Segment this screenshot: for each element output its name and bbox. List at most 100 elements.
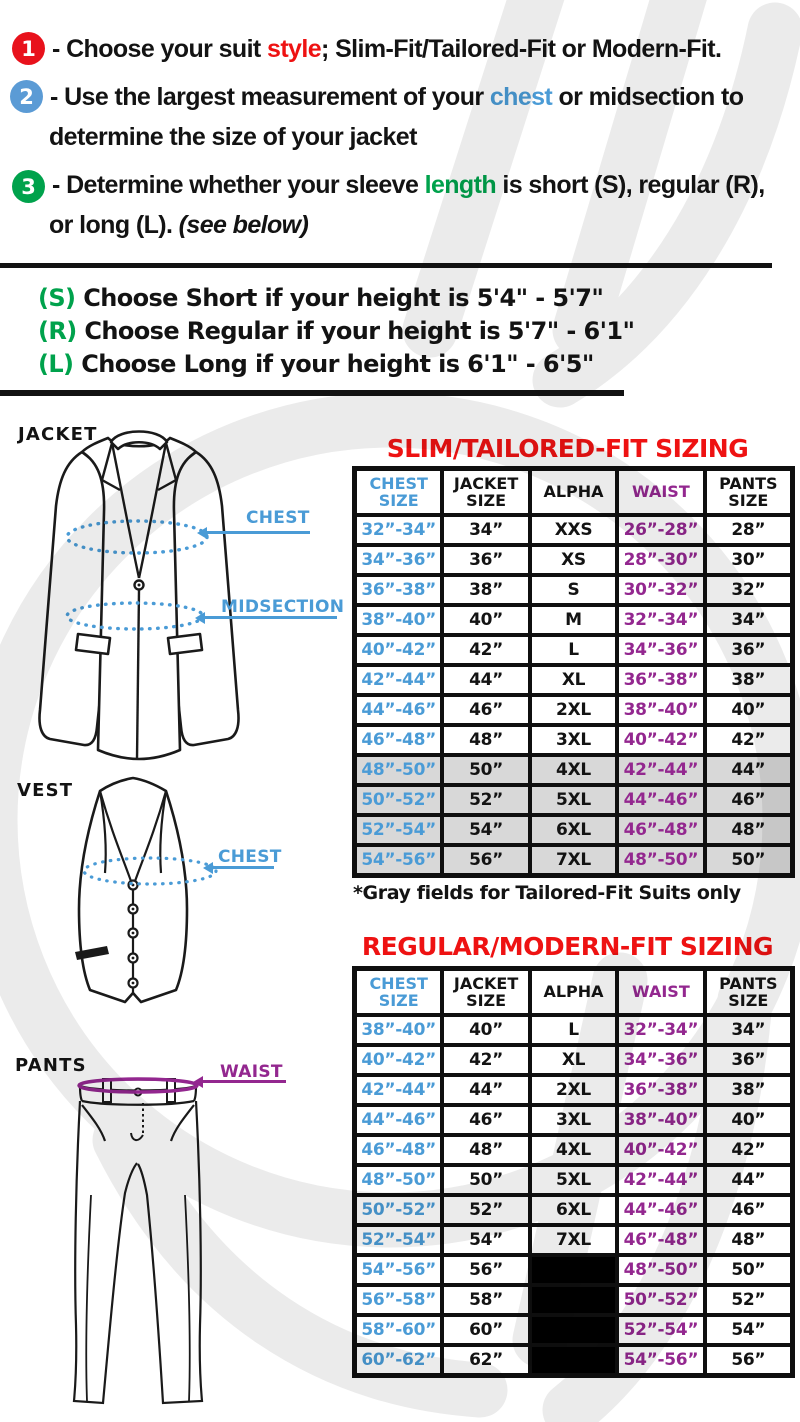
jacket-midsection-label: MIDSECTION bbox=[221, 597, 345, 617]
table-cell: 46” bbox=[706, 1197, 790, 1223]
slim-tailored-fit-title: SLIM/TAILORED-FIT SIZING bbox=[386, 434, 749, 463]
jacket-illustration bbox=[38, 430, 240, 761]
table-cell: 46”-48” bbox=[357, 1137, 441, 1163]
text-run: - Choose your suit bbox=[52, 35, 268, 63]
table-cell: 46” bbox=[706, 787, 790, 813]
table-cell: 60”-62” bbox=[357, 1347, 441, 1373]
table-cell: 48”-50” bbox=[357, 757, 441, 783]
column-header: JACKET SIZE bbox=[444, 471, 528, 513]
column-header: CHEST SIZE bbox=[357, 471, 441, 513]
regular-modern-fit-title: REGULAR/MODERN-FIT SIZING bbox=[361, 932, 774, 961]
table-cell: 38”-40” bbox=[357, 1017, 441, 1043]
table-cell: 48” bbox=[706, 1227, 790, 1253]
table-cell: 54”-56” bbox=[357, 847, 441, 873]
table-cell: 42” bbox=[444, 1047, 528, 1073]
blacked-out-cell bbox=[531, 1287, 616, 1313]
table-cell: XXS bbox=[531, 517, 616, 543]
column-header: CHEST SIZE bbox=[357, 971, 441, 1013]
table-cell: 34” bbox=[444, 517, 528, 543]
table-cell: 42”-44” bbox=[357, 1077, 441, 1103]
chest-arrow-left-icon bbox=[197, 526, 310, 539]
step-2-badge: 2 bbox=[10, 80, 43, 113]
table-cell: 2XL bbox=[531, 697, 616, 723]
table-cell: 34” bbox=[706, 1017, 790, 1043]
highlight-green: length bbox=[424, 171, 497, 199]
table-cell: 6XL bbox=[531, 817, 616, 843]
table-cell: 62” bbox=[444, 1347, 528, 1373]
table-cell: 48”-50” bbox=[619, 847, 703, 873]
pants-waist-label: WAIST bbox=[220, 1062, 283, 1082]
table-cell: 48” bbox=[706, 817, 790, 843]
table-cell: 5XL bbox=[531, 787, 616, 813]
table-cell: 38” bbox=[706, 1077, 790, 1103]
table-cell: 38”-40” bbox=[619, 1107, 703, 1133]
slim-tailored-fit-table: CHEST SIZE JACKET SIZE ALPHA WAIST PANTS SIZE 32… bbox=[352, 466, 795, 878]
height-guide-regular: (R) Choose Regular if your height is 5'7… bbox=[38, 317, 635, 345]
table-cell: 58” bbox=[444, 1287, 528, 1313]
step-3-badge: 3 bbox=[12, 170, 45, 203]
pants-illustration bbox=[72, 1077, 204, 1405]
table-cell: 4XL bbox=[531, 1137, 616, 1163]
table-cell: 38” bbox=[706, 667, 790, 693]
height-guide-short: (S) Choose Short if your height is 5'4" … bbox=[38, 284, 604, 312]
table-cell: 50” bbox=[444, 1167, 528, 1193]
table-cell: 46”-48” bbox=[357, 727, 441, 753]
text-run: determine the size of your jacket bbox=[49, 123, 417, 151]
table-cell: 52” bbox=[706, 1287, 790, 1313]
table-cell: XS bbox=[531, 547, 616, 573]
long-text: Choose Long if your height is 6'1" - 6'5… bbox=[73, 350, 594, 378]
instruction-line-2-cont: determine the size of your jacket bbox=[49, 123, 417, 152]
table-cell: 42”-44” bbox=[357, 667, 441, 693]
vest-chest-arrow-left-icon bbox=[203, 861, 274, 874]
table-cell: XL bbox=[531, 667, 616, 693]
table-cell: 7XL bbox=[531, 847, 616, 873]
regular-text: Choose Regular if your height is 5'7" - … bbox=[76, 317, 635, 345]
instruction-line-2: - Use the largest measurement of your ch… bbox=[50, 83, 744, 112]
table-cell: 5XL bbox=[531, 1167, 616, 1193]
pants-figure-label: PANTS bbox=[15, 1055, 87, 1076]
table-cell: 40”-42” bbox=[357, 637, 441, 663]
table-cell: 3XL bbox=[531, 1107, 616, 1133]
table-cell: 40”-42” bbox=[357, 1047, 441, 1073]
text-run: - Use the largest measurement of your bbox=[50, 83, 490, 111]
table-cell: 42” bbox=[706, 727, 790, 753]
table-cell: 26”-28” bbox=[619, 517, 703, 543]
table-cell: 36” bbox=[706, 1047, 790, 1073]
table-cell: 44” bbox=[706, 757, 790, 783]
table-cell: 36”-38” bbox=[619, 1077, 703, 1103]
table-cell: 52” bbox=[444, 1197, 528, 1223]
pants-fly bbox=[130, 1087, 144, 1141]
table-cell: 4XL bbox=[531, 757, 616, 783]
table-cell: 46”-48” bbox=[619, 1227, 703, 1253]
vest-chest-label: CHEST bbox=[218, 847, 282, 867]
table-cell: 46” bbox=[444, 1107, 528, 1133]
table-cell: 38” bbox=[444, 577, 528, 603]
table-cell: 42”-44” bbox=[619, 757, 703, 783]
height-guide-long: (L) Choose Long if your height is 6'1" -… bbox=[38, 350, 594, 378]
regular-prefix: (R) bbox=[38, 317, 77, 345]
table-cell: 28” bbox=[706, 517, 790, 543]
instruction-line-3-cont: or long (L). (see below) bbox=[49, 211, 309, 240]
text-run: or long (L). bbox=[49, 211, 179, 239]
table-cell: 44”-46” bbox=[619, 1197, 703, 1223]
table-cell: 42” bbox=[444, 637, 528, 663]
table-cell: 50” bbox=[706, 1257, 790, 1283]
table-cell: 32”-34” bbox=[357, 517, 441, 543]
text-run: is short (S), regular (R), bbox=[496, 171, 765, 199]
vest-illustration bbox=[75, 776, 218, 1004]
table-cell: 40”-42” bbox=[619, 727, 703, 753]
table-cell: 40” bbox=[444, 1017, 528, 1043]
table-cell: 44”-46” bbox=[357, 1107, 441, 1133]
table-cell: 52” bbox=[444, 787, 528, 813]
step-1-badge: 1 bbox=[12, 32, 45, 65]
table-cell: 54” bbox=[444, 1227, 528, 1253]
table-cell: S bbox=[531, 577, 616, 603]
midsection-arrow-left-icon bbox=[195, 611, 337, 624]
table-cell: 42” bbox=[706, 1137, 790, 1163]
table-cell: 36” bbox=[444, 547, 528, 573]
column-header: PANTS SIZE bbox=[706, 471, 790, 513]
table-cell: 36” bbox=[706, 637, 790, 663]
table-cell: 50”-52” bbox=[619, 1287, 703, 1313]
table-cell: 48” bbox=[444, 727, 528, 753]
